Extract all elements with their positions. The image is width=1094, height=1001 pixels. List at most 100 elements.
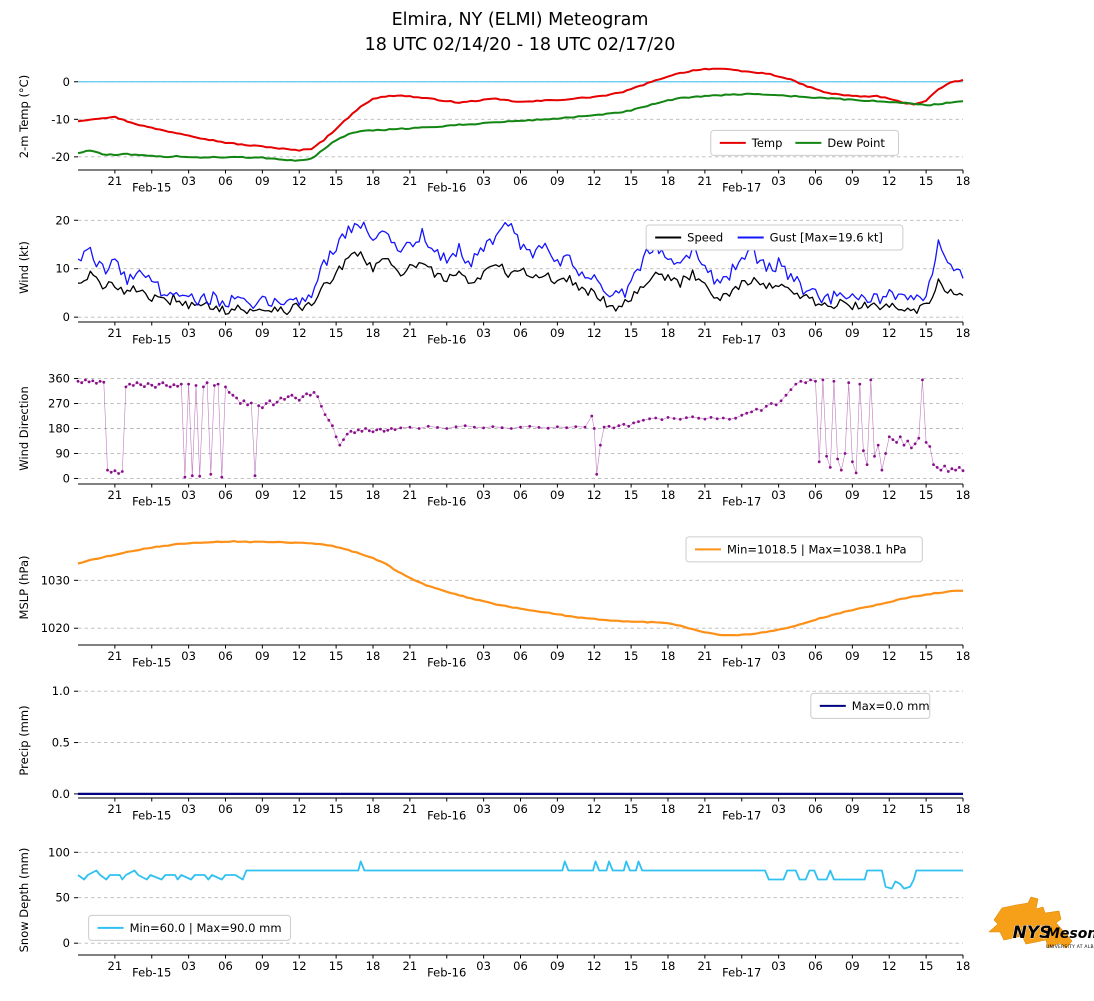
wind-dir-dot: [216, 382, 220, 386]
x-tick-label: 15: [624, 326, 639, 340]
logo-tagline: UNIVERSITY AT ALBANY: [1046, 944, 1094, 950]
wind-dir-dot: [821, 378, 825, 382]
x-tick-label: 09: [550, 174, 565, 188]
wind-dir-dot: [642, 418, 645, 422]
wind-dir-dot: [76, 379, 80, 383]
wind-dir-dot: [906, 439, 910, 443]
wind-dir-dot: [353, 431, 356, 435]
y-tick-label: 0.0: [52, 787, 70, 801]
x-tick-label: Feb-17: [722, 966, 761, 980]
wind-dir-dot: [745, 411, 749, 415]
wind-legend: Speed Gust [Max=19.6 kt]: [645, 224, 904, 251]
wind-dir-dot: [617, 424, 621, 428]
x-tick-label: 03: [771, 174, 786, 188]
x-tick-label: 21: [403, 326, 418, 340]
wind-dir-dot: [320, 404, 323, 408]
x-tick-label: 15: [624, 649, 639, 663]
wind-dir-dot: [734, 416, 737, 420]
wind-dir-dot: [249, 401, 253, 405]
x-tick-label: 03: [476, 326, 491, 340]
x-tick-label: 06: [513, 802, 528, 816]
x-tick-label: Feb-17: [722, 809, 761, 823]
x-tick-label: 15: [329, 326, 344, 340]
x-tick-label: 18: [956, 488, 971, 502]
wind-dir-dot: [799, 379, 803, 383]
snow-depth-axis-label: Snow Depth (mm): [17, 848, 31, 953]
wind-dir-dot: [454, 425, 458, 429]
x-tick-label: 18: [661, 649, 676, 663]
legend-label: Dew Point: [827, 136, 885, 150]
wind-dir-dot: [599, 443, 602, 447]
x-tick-label: 03: [771, 488, 786, 502]
wind-dir-dot: [436, 426, 439, 429]
x-tick-label: 06: [218, 326, 233, 340]
wind-dir-dot: [924, 441, 928, 444]
mesonet-logo: NYS Mesonet UNIVERSITY AT ALBANY: [988, 896, 1094, 950]
x-tick-label: 15: [329, 802, 344, 816]
wind-dir-dot: [143, 385, 146, 388]
wind-dir-dot: [190, 474, 194, 478]
x-tick-label: 18: [366, 959, 381, 973]
wind-dir-dot: [691, 415, 694, 419]
x-tick-label: 03: [771, 959, 786, 973]
wind-dir-dot: [654, 416, 658, 420]
y-tick-label: 0: [63, 471, 70, 485]
wind-dir-dot: [721, 416, 725, 420]
y-tick-label: -10: [51, 112, 70, 126]
wind-dir-dot: [120, 470, 124, 473]
wind-dir-dot: [275, 400, 279, 404]
wind-dir-dot: [574, 425, 578, 428]
x-tick-label: 09: [845, 488, 860, 502]
wind-dir-dot: [740, 413, 744, 417]
x-tick-label: 09: [255, 326, 270, 340]
panel-precip: 0.0 0.5 1.0 21 Feb-15 03 06 09 12 15 18 21 Feb-16 03 0…: [17, 684, 970, 822]
wind-dir-dot: [828, 466, 832, 469]
wind-dir-dot: [113, 469, 117, 473]
x-tick-label: 12: [882, 802, 897, 816]
x-tick-label: 12: [882, 488, 897, 502]
wind-dir-dot: [342, 438, 345, 441]
wind-dir-dot: [602, 425, 606, 429]
wind-dir-dot: [80, 381, 84, 385]
x-tick-label: 21: [698, 326, 713, 340]
mslp-axis-label: MSLP (hPa): [17, 556, 31, 620]
x-tick-label: 09: [845, 649, 860, 663]
wind-dir-dot: [804, 381, 808, 385]
x-tick-label: 21: [403, 802, 418, 816]
wind-dir-dot: [356, 428, 360, 432]
wind-dir-dot: [213, 384, 216, 387]
wind-dir-dot: [648, 417, 651, 421]
x-tick-label: 21: [698, 649, 713, 663]
x-tick-label: 15: [919, 326, 934, 340]
wind-dir-dot: [660, 418, 664, 421]
y-tick-label: 20: [55, 213, 70, 227]
wind-dir-dot: [715, 417, 719, 421]
wind-dir-dot: [809, 378, 812, 382]
x-tick-label: 12: [882, 959, 897, 973]
wind-dir-dot: [957, 466, 961, 469]
temp-axis-label: 2-m Temp (°C): [17, 75, 31, 158]
wind-dir-dot: [784, 393, 788, 397]
x-tick-label: 03: [476, 802, 491, 816]
x-tick-label: 12: [882, 649, 897, 663]
wind-dir-dot: [697, 416, 701, 420]
wind-dir-dot: [426, 424, 430, 428]
wind-dir-dot: [102, 380, 106, 384]
wind-dir-dot: [146, 382, 150, 385]
panel-temp: 0 -10 -20 21 Feb-15 03 06 09 12 15 18 21 Feb-16 03 06 0…: [17, 67, 970, 195]
wind-dir-dot: [637, 420, 640, 423]
x-tick-label: 09: [845, 959, 860, 973]
x-tick-label: 09: [845, 802, 860, 816]
wind-dir-dot: [946, 470, 950, 473]
x-tick-label: Feb-16: [427, 333, 466, 347]
wind-dir-dot: [854, 471, 858, 475]
wind-dir-dot: [272, 403, 275, 407]
wind-dir-dot: [198, 474, 202, 478]
wind-dir-dot: [305, 392, 308, 396]
wind-dir-dot: [537, 426, 541, 429]
x-tick-label: 15: [624, 488, 639, 502]
x-tick-label: 15: [919, 959, 934, 973]
wind-dir-dot: [884, 452, 887, 455]
wind-dir-dot: [264, 402, 268, 405]
